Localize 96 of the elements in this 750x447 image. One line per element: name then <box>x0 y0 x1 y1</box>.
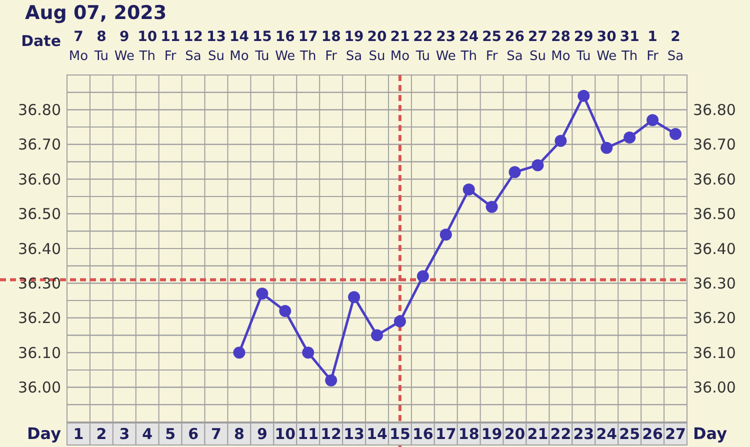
point <box>670 128 682 140</box>
x-tick-label: 17 <box>435 425 456 443</box>
y2-tick-label: 36.60 <box>693 170 736 188</box>
x-tick-label: 15 <box>390 425 410 443</box>
y-tick-label: 36.20 <box>18 309 61 328</box>
y2-tick-label: 36.80 <box>693 100 736 119</box>
point <box>646 114 659 126</box>
x-tick-label: 4 <box>142 425 153 443</box>
x2-tick-label: 31 Th <box>620 29 640 64</box>
y-tick-label: 36.10 <box>18 344 61 362</box>
y2-tick-label: 36.50 <box>693 205 736 224</box>
x2-tick-label: 24 Th <box>459 29 479 64</box>
y2-tick-label: 36.10 <box>693 344 736 362</box>
x-tick-label: 9 <box>256 425 268 443</box>
point <box>440 228 452 241</box>
x-tick-label: 6 <box>188 425 199 443</box>
x2-tick-label: 25 Fr <box>482 29 502 64</box>
x2-tick-label: 14 Mo <box>229 29 250 64</box>
x-tick-label: 20 <box>504 425 526 443</box>
x2-tick-label: 26 Sa <box>505 29 525 64</box>
x2-tick-label: 28 Mo <box>550 29 570 64</box>
x-tick-label: 7 <box>211 425 222 443</box>
x-tick-label: 21 <box>527 425 548 443</box>
x2-tick-label: 20 Su <box>367 29 387 64</box>
x-tick-label: 3 <box>119 425 130 443</box>
point <box>462 184 475 196</box>
x-tick-label: 25 <box>619 425 640 443</box>
x2-tick-label: 2 Sa <box>667 29 684 64</box>
y-tick-label: 36.80 <box>18 100 61 119</box>
x2-tick-label: 10 Th <box>138 29 158 64</box>
x-tick-label: 13 <box>344 425 364 443</box>
y2-tick-label: 36.30 <box>693 274 736 292</box>
x-tick-label: 27 <box>665 425 686 443</box>
point <box>371 329 383 342</box>
x2-tick-label: 12 Sa <box>184 29 204 64</box>
x2-tick-label: 19 Sa <box>344 29 364 64</box>
point <box>348 291 360 304</box>
x2-tick-label: 23 We <box>436 29 456 64</box>
point <box>416 270 429 282</box>
x2-tick-label: 11 Fr <box>160 29 180 64</box>
y-tick-label: 36.70 <box>18 136 61 154</box>
x-axis-title: Day <box>693 424 728 443</box>
point <box>394 315 406 328</box>
x2-tick-label: 21 Mo <box>390 29 410 64</box>
x2-tick-label: 16 We <box>275 29 296 64</box>
x-tick-label: 19 <box>481 425 502 443</box>
chart-title: Aug 07, 2023 <box>25 2 167 24</box>
y2-tick-label: 36.00 <box>693 378 736 397</box>
point <box>486 200 498 213</box>
x2-tick-label: 1 Fr <box>646 29 660 64</box>
x2-tick-label: 13 Su <box>206 29 226 64</box>
x-tick-label: 23 <box>573 425 594 443</box>
x-tick-label: 24 <box>596 425 618 443</box>
x-tick-label: 5 <box>165 425 176 443</box>
point <box>233 346 246 359</box>
x2-tick-label: 22 Tu <box>413 29 433 64</box>
point <box>600 142 613 154</box>
point <box>279 304 292 317</box>
x-tick-label: 2 <box>96 425 107 443</box>
point <box>624 131 636 144</box>
y-tick-label: 36.60 <box>18 170 61 188</box>
y-tick-label: 36.40 <box>18 240 61 258</box>
x-tick-label: 1 <box>73 425 84 443</box>
x-tick-label: 26 <box>642 425 663 443</box>
x-tick-label: 11 <box>298 425 319 443</box>
point <box>578 90 590 102</box>
y2-tick-label: 36.70 <box>693 136 736 154</box>
x2-tick-label: 27 Su <box>528 29 548 64</box>
y-tick-label: 36.30 <box>18 274 61 292</box>
point <box>302 346 314 359</box>
y2-tick-label: 36.40 <box>693 240 736 258</box>
x2-tick-label: 30 We <box>596 29 617 64</box>
x2-tick-label: 17 Th <box>298 29 318 64</box>
x2-tick-label: 18 Fr <box>321 29 341 64</box>
y-tick-label: 36.50 <box>18 205 61 224</box>
x-tick-label: 10 <box>274 425 296 443</box>
y2-tick-label: 36.20 <box>693 309 736 328</box>
x2-tick-label: 7 Mo <box>68 29 88 64</box>
point <box>554 134 567 147</box>
x2-tick-label: 9 We <box>114 29 134 64</box>
point <box>508 166 521 178</box>
x-tick-label: 8 <box>234 425 244 443</box>
x-tick-label: 14 <box>366 425 388 443</box>
point <box>256 288 268 300</box>
point <box>325 374 338 386</box>
x-tick-label: 12 <box>320 425 342 443</box>
x2-axis-title: Date <box>21 32 61 50</box>
text: Day <box>26 424 61 443</box>
x2-tick-label: 29 Tu <box>574 29 594 64</box>
x2-tick-label: 8 Tu <box>93 29 109 64</box>
point <box>532 159 544 172</box>
x-tick-label: 16 <box>412 425 434 443</box>
y-tick-label: 36.00 <box>18 378 61 397</box>
x-tick-label: 22 <box>550 425 572 443</box>
x2-tick-label: 15 Tu <box>252 29 272 64</box>
x-tick-label: 18 <box>458 425 480 443</box>
